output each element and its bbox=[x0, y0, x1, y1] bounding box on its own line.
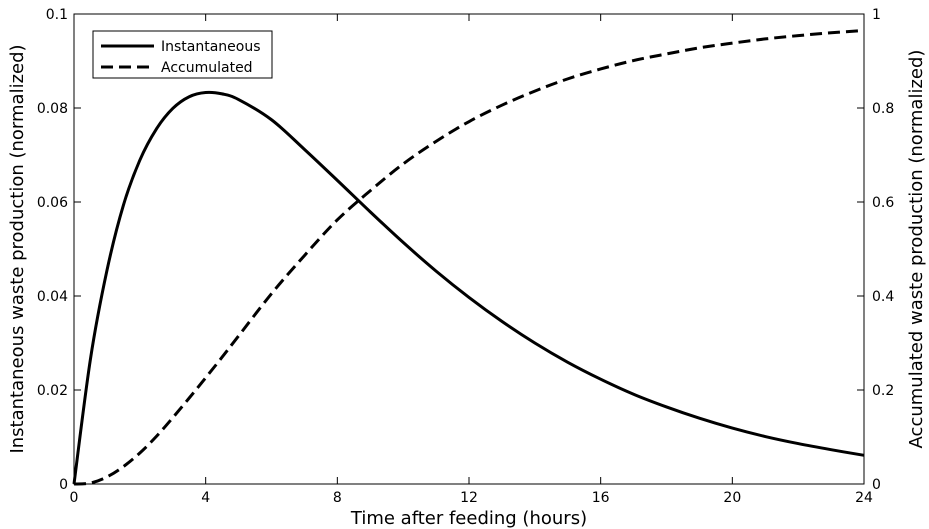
y-axis-left: 0 0.02 0.04 0.06 0.08 0.1 bbox=[37, 7, 81, 493]
series-line-accumulated bbox=[73, 28, 865, 486]
plot-area bbox=[72, 13, 865, 486]
y-right-tick-label: 1 bbox=[872, 7, 881, 23]
legend-box bbox=[92, 30, 273, 79]
y-left-tick-label: 0 bbox=[59, 477, 68, 493]
y-axis-right-title: Accumulated waste production (normalized… bbox=[906, 50, 927, 449]
x-tick-label: 24 bbox=[855, 490, 873, 506]
x-tick-label: 20 bbox=[723, 490, 741, 506]
y-right-tick-label: 0.6 bbox=[872, 195, 894, 211]
y-right-tick-label: 0.4 bbox=[872, 289, 894, 305]
series-line-instantaneous bbox=[72, 90, 865, 485]
y-right-tick-label: 0.2 bbox=[872, 383, 894, 399]
legend-label-accumulated: Accumulated bbox=[161, 60, 253, 76]
y-right-tick-label: 0 bbox=[872, 477, 881, 493]
x-tick-label: 0 bbox=[70, 490, 79, 506]
plot-frame bbox=[73, 13, 865, 485]
y-right-tick-label: 0.8 bbox=[872, 101, 894, 117]
y-left-tick-label: 0.04 bbox=[37, 289, 68, 305]
y-left-tick-label: 0.02 bbox=[37, 383, 68, 399]
y-left-tick-label: 0.08 bbox=[37, 101, 68, 117]
x-tick-label: 16 bbox=[592, 490, 610, 506]
y-left-tick-label: 0.1 bbox=[46, 7, 68, 23]
x-axis: 0 4 8 12 16 20 24 bbox=[70, 14, 873, 506]
y-axis-left-title: Instantaneous waste production (normaliz… bbox=[7, 44, 28, 453]
x-tick-label: 4 bbox=[201, 490, 210, 506]
legend-label-instantaneous: Instantaneous bbox=[161, 39, 261, 55]
x-axis-title: Time after feeding (hours) bbox=[350, 508, 587, 529]
legend: Instantaneous Accumulated bbox=[92, 30, 273, 79]
y-left-tick-label: 0.06 bbox=[37, 195, 68, 211]
x-tick-label: 8 bbox=[333, 490, 342, 506]
y-axis-right: 0 0.2 0.4 0.6 0.8 1 bbox=[857, 7, 894, 493]
x-tick-label: 12 bbox=[460, 490, 478, 506]
